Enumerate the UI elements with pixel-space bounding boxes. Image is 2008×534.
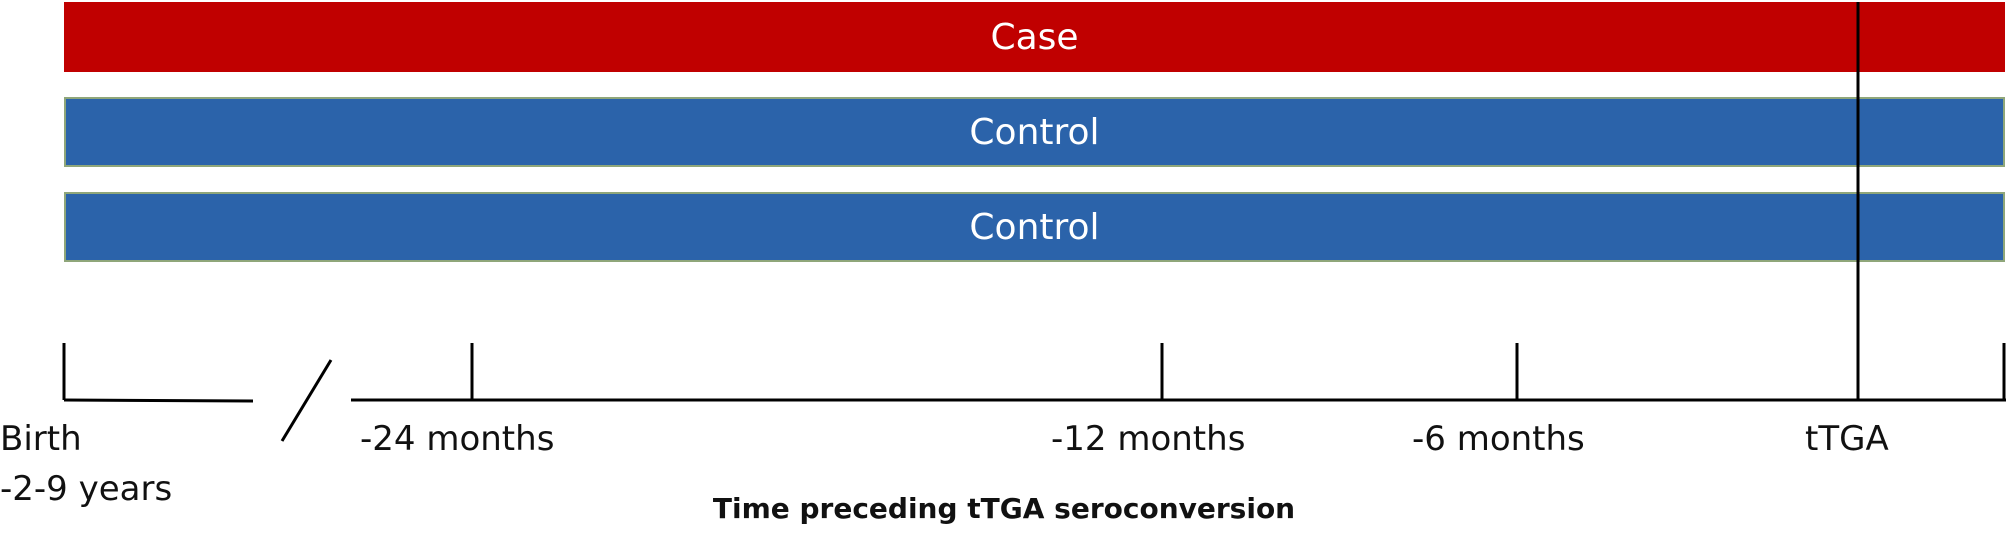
axis-caption: Time preceding tTGA seroconversion	[712, 492, 1296, 525]
tick-label-24-months: -24 months	[360, 419, 555, 459]
birth-label: Birth	[0, 419, 82, 459]
tick-label-12-months: -12 months	[1051, 419, 1246, 459]
tick-label-ttga: tTGA	[1805, 419, 1889, 459]
case-bar: Case	[64, 2, 2005, 72]
control-bar-2-label: Control	[969, 206, 1100, 248]
case-bar-label: Case	[990, 16, 1079, 58]
birth-segment-line	[63, 398, 254, 403]
control-bar-2: Control	[64, 192, 2005, 262]
birth-age-label: -2-9 years	[0, 469, 173, 509]
tick-label-6-months: -6 months	[1412, 419, 1585, 459]
axis-break-mark	[280, 359, 333, 442]
control-bar-1: Control	[64, 97, 2005, 167]
control-bar-1-label: Control	[969, 111, 1100, 153]
